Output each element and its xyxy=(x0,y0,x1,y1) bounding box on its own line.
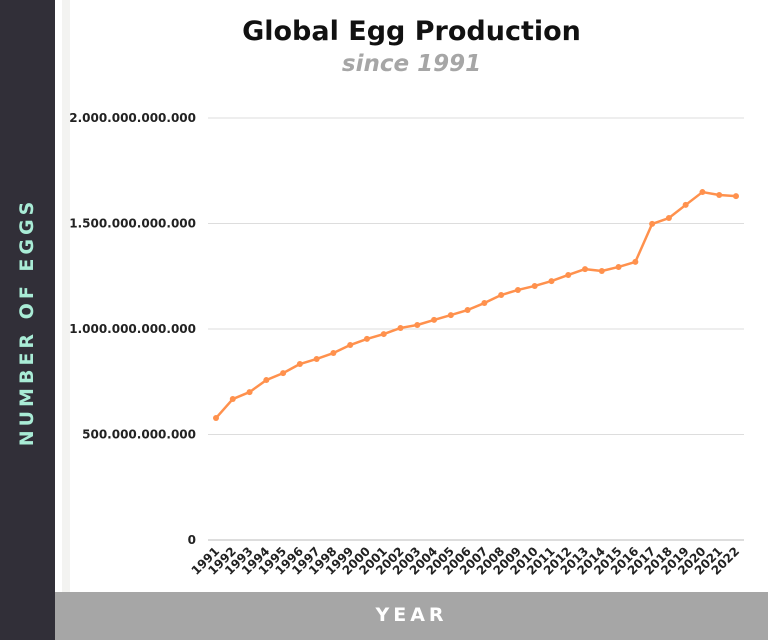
data-point xyxy=(380,331,387,338)
line-chart: 0 500.000.000.000 1.000.000.000.000 1.500.0… xyxy=(69,111,744,578)
data-point xyxy=(665,215,672,222)
bottom-banner: YEAR xyxy=(55,592,768,640)
y-tick-label: 0 xyxy=(188,533,196,547)
data-point xyxy=(531,282,538,289)
data-point xyxy=(464,307,471,314)
left-banner: NUMBER OF EGGS xyxy=(0,0,55,640)
data-point xyxy=(598,267,605,274)
y-tick-label: 500.000.000.000 xyxy=(82,428,196,442)
data-point xyxy=(716,192,723,199)
data-point xyxy=(296,361,303,368)
data-point xyxy=(414,321,421,328)
data-point xyxy=(347,342,354,349)
data-point xyxy=(431,316,438,323)
data-point xyxy=(565,271,572,278)
data-point xyxy=(699,189,706,196)
y-tick-label: 1.000.000.000.000 xyxy=(69,322,196,336)
data-point xyxy=(615,263,622,270)
data-point xyxy=(313,355,320,362)
x-axis-label: YEAR xyxy=(375,604,448,626)
data-point xyxy=(229,396,236,403)
data-point xyxy=(632,258,639,265)
data-point xyxy=(213,415,219,422)
data-point xyxy=(498,292,505,299)
y-tick-label: 2.000.000.000.000 xyxy=(69,111,196,125)
chart-title: Global Egg Production xyxy=(242,16,581,47)
decorative-stripe xyxy=(62,0,70,592)
data-point xyxy=(649,220,656,227)
data-point xyxy=(246,389,253,396)
series-line xyxy=(215,190,737,419)
y-tick-label: 1.500.000.000.000 xyxy=(69,217,196,231)
data-point xyxy=(330,350,337,357)
data-point xyxy=(733,193,739,200)
data-point xyxy=(514,286,521,293)
data-point xyxy=(263,377,270,384)
data-point xyxy=(280,370,287,377)
data-point xyxy=(363,335,370,342)
data-point xyxy=(682,201,689,208)
data-point xyxy=(447,312,454,319)
data-point xyxy=(481,300,488,307)
data-point xyxy=(582,266,589,273)
chart-subtitle: since 1991 xyxy=(341,51,482,77)
data-point xyxy=(397,324,404,331)
data-point xyxy=(548,278,555,285)
